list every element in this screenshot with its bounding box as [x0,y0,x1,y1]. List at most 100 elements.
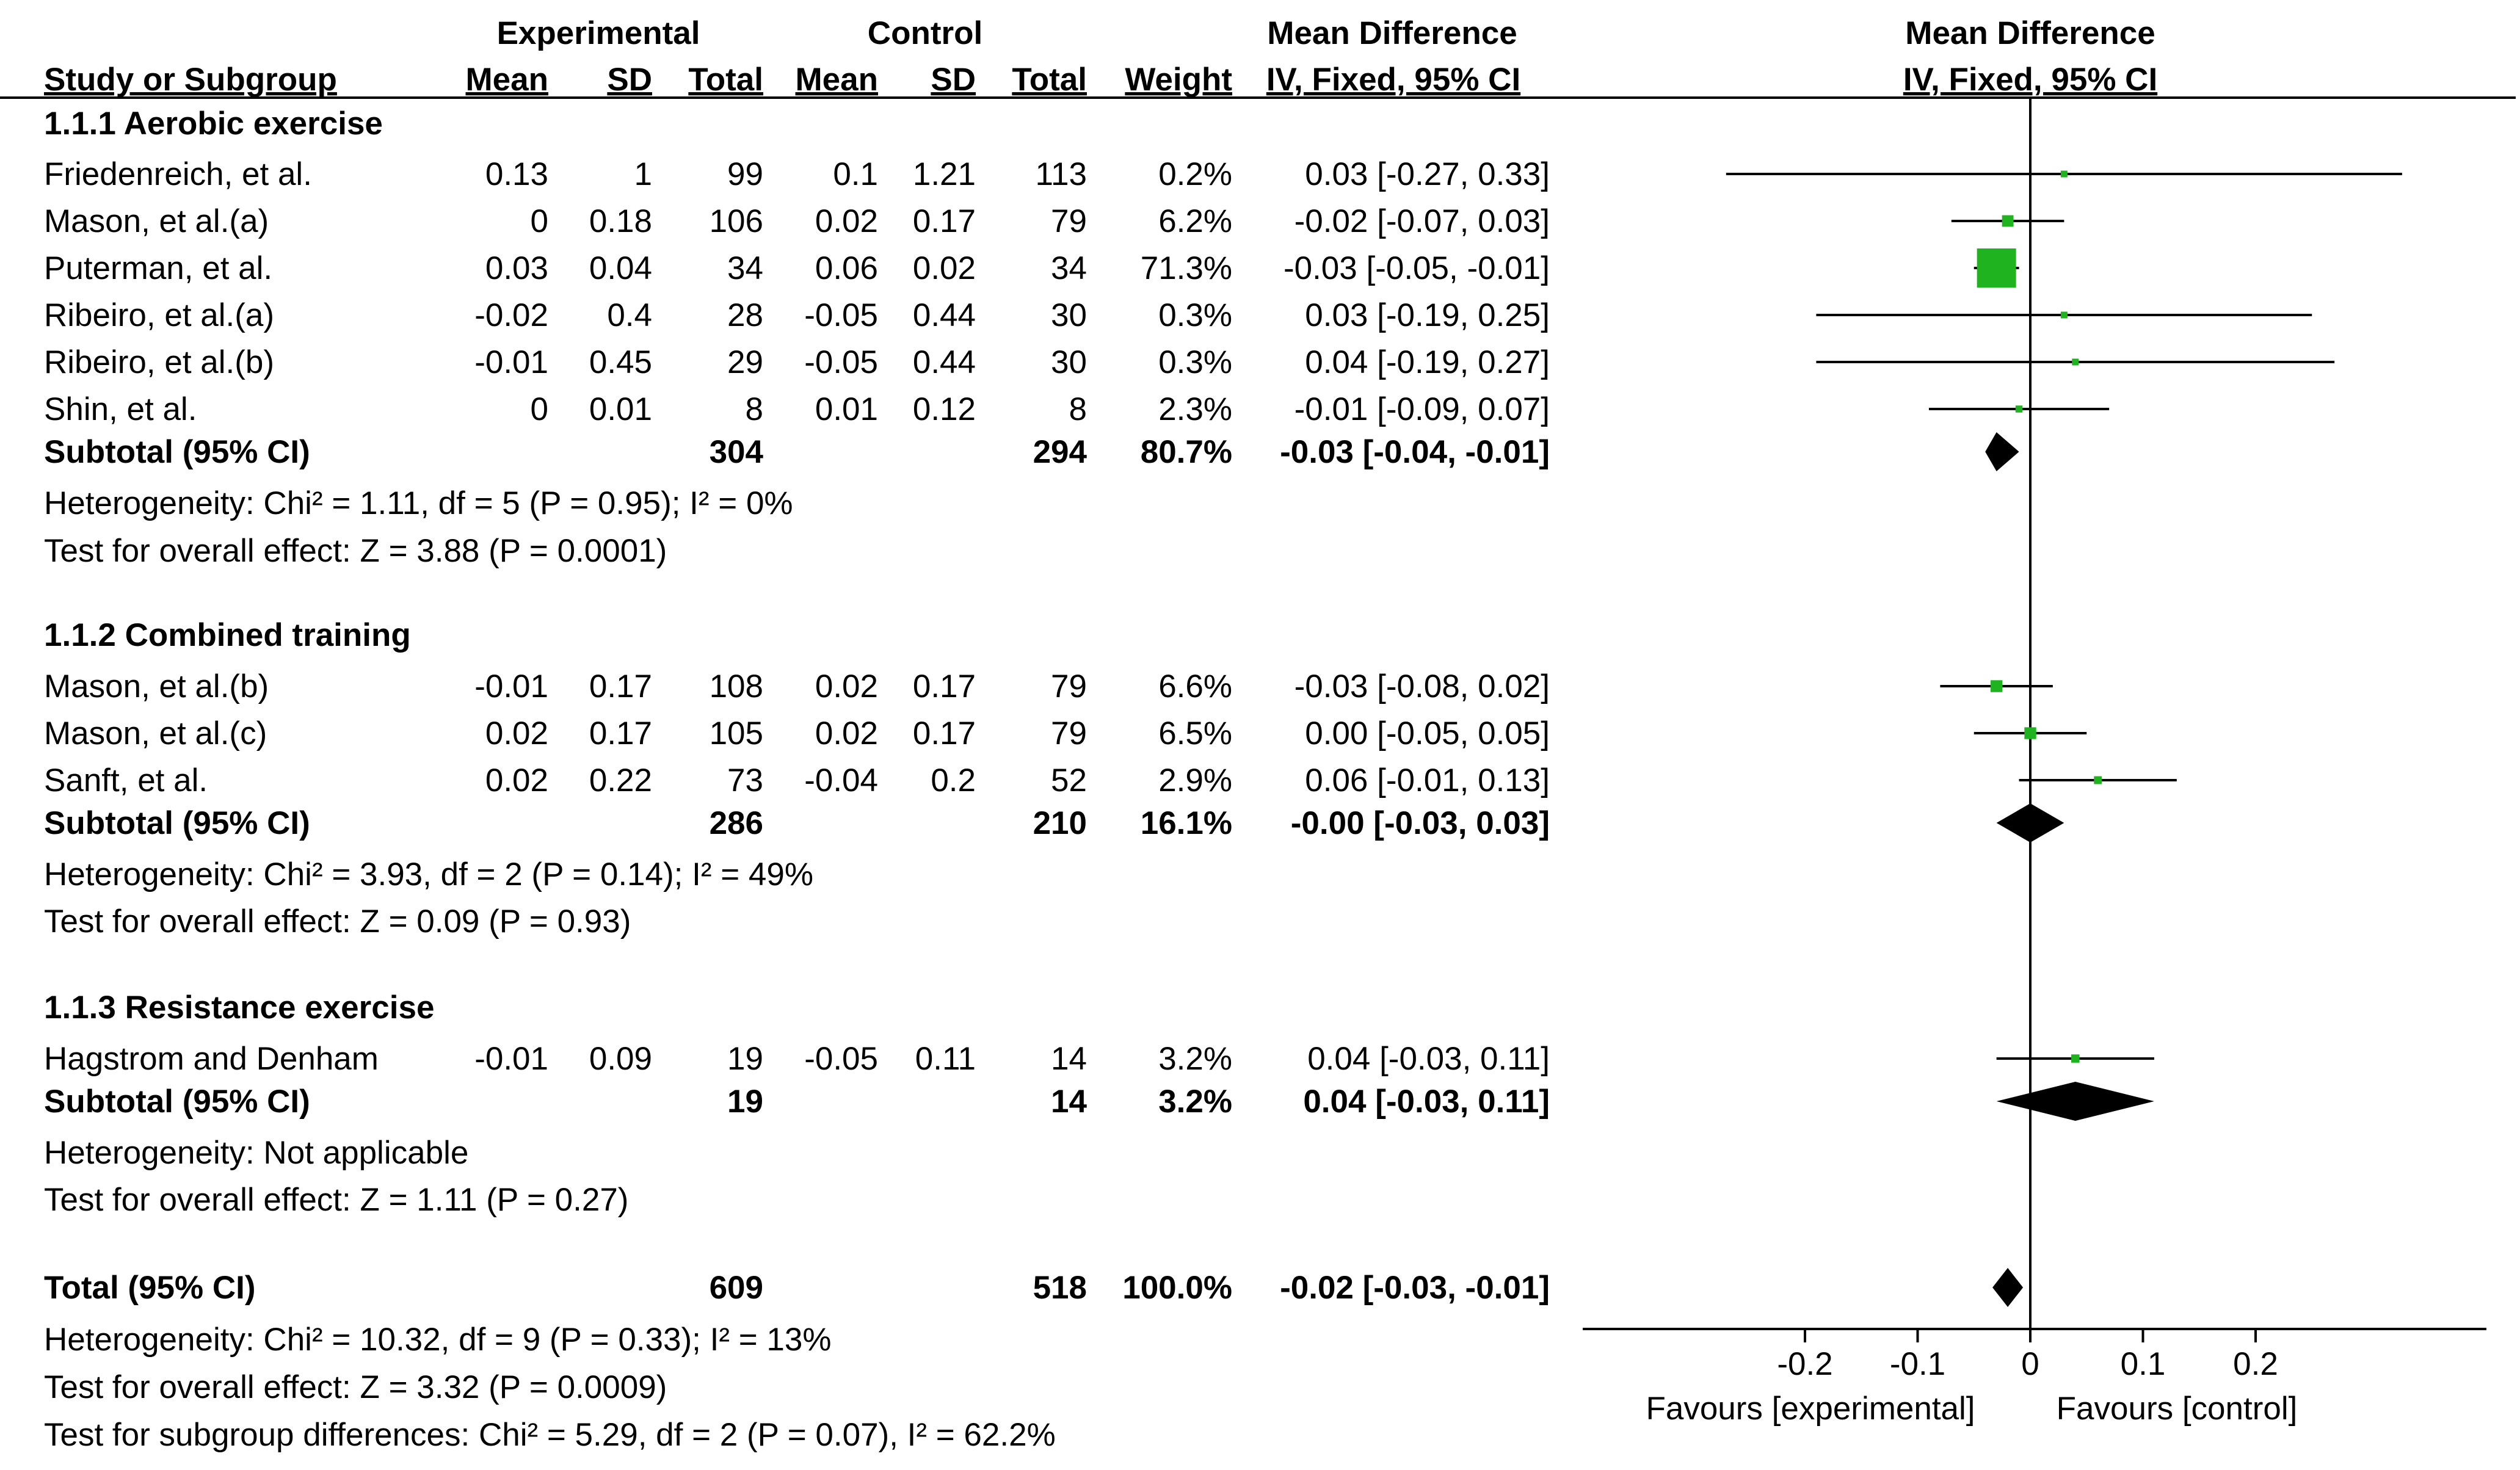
subtotal-ctrl-total: 294 [1033,434,1088,470]
study-name: Ribeiro, et al.(b) [44,344,274,380]
ctrl-sd-value: 0.2 [931,762,976,798]
overall-effect-text: Test for overall effect: Z = 0.09 (P = 0… [44,903,631,940]
subgroup-title: 1.1.3 Resistance exercise [44,990,434,1026]
ctrl-mean-value: 0.06 [815,250,878,286]
footer-heterogeneity: Heterogeneity: Chi² = 10.32, df = 9 (P =… [44,1322,831,1358]
heterogeneity-text: Heterogeneity: Chi² = 1.11, df = 5 (P = … [44,485,793,521]
ctrl-sd-value: 0.11 [915,1041,976,1077]
subtotal-weight: 16.1% [1141,805,1232,841]
exp-sd-value: 0.04 [589,250,652,286]
exp-sd-value: 0.09 [589,1041,652,1077]
header-ctrl-total: Total [1012,62,1087,98]
footer-subgroup-differences: Test for subgroup differences: Chi² = 5.… [44,1417,1056,1453]
ci-value: -0.02 [-0.07, 0.03] [1294,203,1550,239]
subtotal-ctrl-total: 14 [1051,1084,1087,1120]
exp-sd-value: 0.45 [589,344,652,380]
subgroup-title: 1.1.2 Combined training [44,617,411,653]
plot-area: -0.2 -0.1 0 0.1 0.2 Favours [experimental] F… [1583,98,2486,1427]
weight-value: 6.2% [1158,203,1232,239]
exp-total-value: 99 [727,156,763,192]
study-square [1977,248,2016,288]
ci-value: 0.03 [-0.27, 0.33] [1305,156,1550,192]
exp-total-value: 73 [727,762,763,798]
ctrl-sd-value: 1.21 [913,156,976,192]
ci-value: 0.00 [-0.05, 0.05] [1305,715,1550,751]
exp-mean-value: 0 [531,391,548,427]
subtotal-diamond [1996,803,2064,842]
x-tick-label: 0.1 [2121,1346,2166,1382]
study-name: Shin, et al. [44,391,197,427]
total-ctrl-total: 518 [1033,1270,1087,1306]
ctrl-sd-value: 0.44 [913,344,976,380]
study-square [2024,727,2036,739]
study-name: Puterman, et al. [44,250,272,286]
study-square [2060,311,2068,319]
subtotal-exp-total: 19 [727,1084,763,1120]
study-name: Mason, et al.(c) [44,715,267,751]
subtotal-diamond [1985,432,2019,471]
exp-total-value: 108 [710,668,763,704]
exp-total-value: 29 [727,344,763,380]
ci-value: 0.06 [-0.01, 0.13] [1305,762,1550,798]
subtotal-ci: 0.04 [-0.03, 0.11] [1303,1084,1550,1120]
exp-mean-value: -0.02 [474,297,548,333]
ctrl-total-value: 8 [1069,391,1087,427]
exp-sd-value: 0.4 [607,297,652,333]
favours-experimental-label: Favours [experimental] [1646,1391,1975,1427]
header-exp-sd: SD [607,62,652,98]
exp-mean-value: -0.01 [474,1041,548,1077]
subtotal-ci: -0.03 [-0.04, -0.01] [1280,434,1550,470]
exp-sd-value: 0.17 [589,668,652,704]
ctrl-mean-value: -0.05 [804,297,878,333]
header-control: Control [868,15,982,51]
exp-total-value: 28 [727,297,763,333]
total-label: Total (95% CI) [44,1270,256,1306]
weight-value: 0.3% [1158,297,1232,333]
exp-total-value: 19 [727,1041,763,1077]
subtotal-diamond [1996,1082,2154,1121]
total-weight: 100.0% [1122,1270,1232,1306]
subtotal-exp-total: 286 [710,805,763,841]
ctrl-total-value: 113 [1036,156,1088,192]
ctrl-total-value: 30 [1051,344,1087,380]
study-square [2094,776,2102,784]
table-rows: 1.1.1 Aerobic exercise Friedenreich, et a… [44,106,1550,1453]
exp-sd-value: 1 [634,156,652,192]
study-square [2060,170,2068,178]
ctrl-mean-value: 0.02 [815,668,878,704]
x-tick-label: -0.2 [1777,1346,1832,1382]
weight-value: 2.3% [1158,391,1232,427]
ctrl-mean-value: 0.1 [833,156,878,192]
ci-value: 0.04 [-0.03, 0.11] [1307,1041,1550,1077]
study-name: Ribeiro, et al.(a) [44,297,274,333]
ci-value: -0.03 [-0.08, 0.02] [1294,668,1550,704]
ci-value: 0.04 [-0.19, 0.27] [1305,344,1550,380]
ctrl-mean-value: 0.02 [815,715,878,751]
ci-value: 0.03 [-0.19, 0.25] [1305,297,1550,333]
header-exp-mean: Mean [466,62,548,98]
ctrl-total-value: 79 [1051,715,1087,751]
study-name: Sanft, et al. [44,762,208,798]
ctrl-sd-value: 0.17 [913,203,976,239]
ci-value: -0.01 [-0.09, 0.07] [1294,391,1550,427]
total-exp-total: 609 [710,1270,763,1306]
ctrl-mean-value: 0.02 [815,203,878,239]
total-diamond [1992,1268,2024,1307]
subtotal-ci: -0.00 [-0.03, 0.03] [1291,805,1550,841]
subtotal-label: Subtotal (95% CI) [44,805,310,841]
header-method: IV, Fixed, 95% CI [1266,62,1520,98]
exp-total-value: 106 [710,203,763,239]
exp-mean-value: 0.13 [485,156,548,192]
exp-sd-value: 0.01 [589,391,652,427]
ctrl-sd-value: 0.12 [913,391,976,427]
weight-value: 71.3% [1141,250,1232,286]
weight-value: 0.2% [1158,156,1232,192]
ctrl-total-value: 30 [1051,297,1087,333]
x-tick-label: 0.2 [2233,1346,2278,1382]
weight-value: 6.5% [1158,715,1232,751]
ctrl-sd-value: 0.17 [913,668,976,704]
header-mean-difference: Mean Difference [1267,15,1517,51]
overall-effect-text: Test for overall effect: Z = 1.11 (P = 0… [44,1182,628,1218]
study-name: Mason, et al.(b) [44,668,269,704]
